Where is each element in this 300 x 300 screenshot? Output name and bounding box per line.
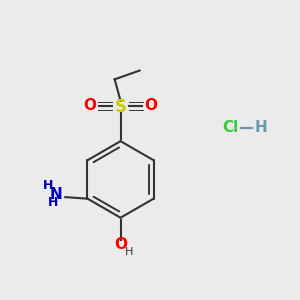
Text: O: O <box>144 98 158 113</box>
Text: N: N <box>50 187 62 202</box>
Text: H: H <box>124 247 133 256</box>
Text: O: O <box>114 237 127 252</box>
Text: H: H <box>48 196 58 209</box>
Text: O: O <box>84 98 97 113</box>
Text: Cl: Cl <box>222 120 238 135</box>
Text: S: S <box>115 98 127 116</box>
Text: H: H <box>44 179 54 192</box>
Text: H: H <box>255 120 268 135</box>
